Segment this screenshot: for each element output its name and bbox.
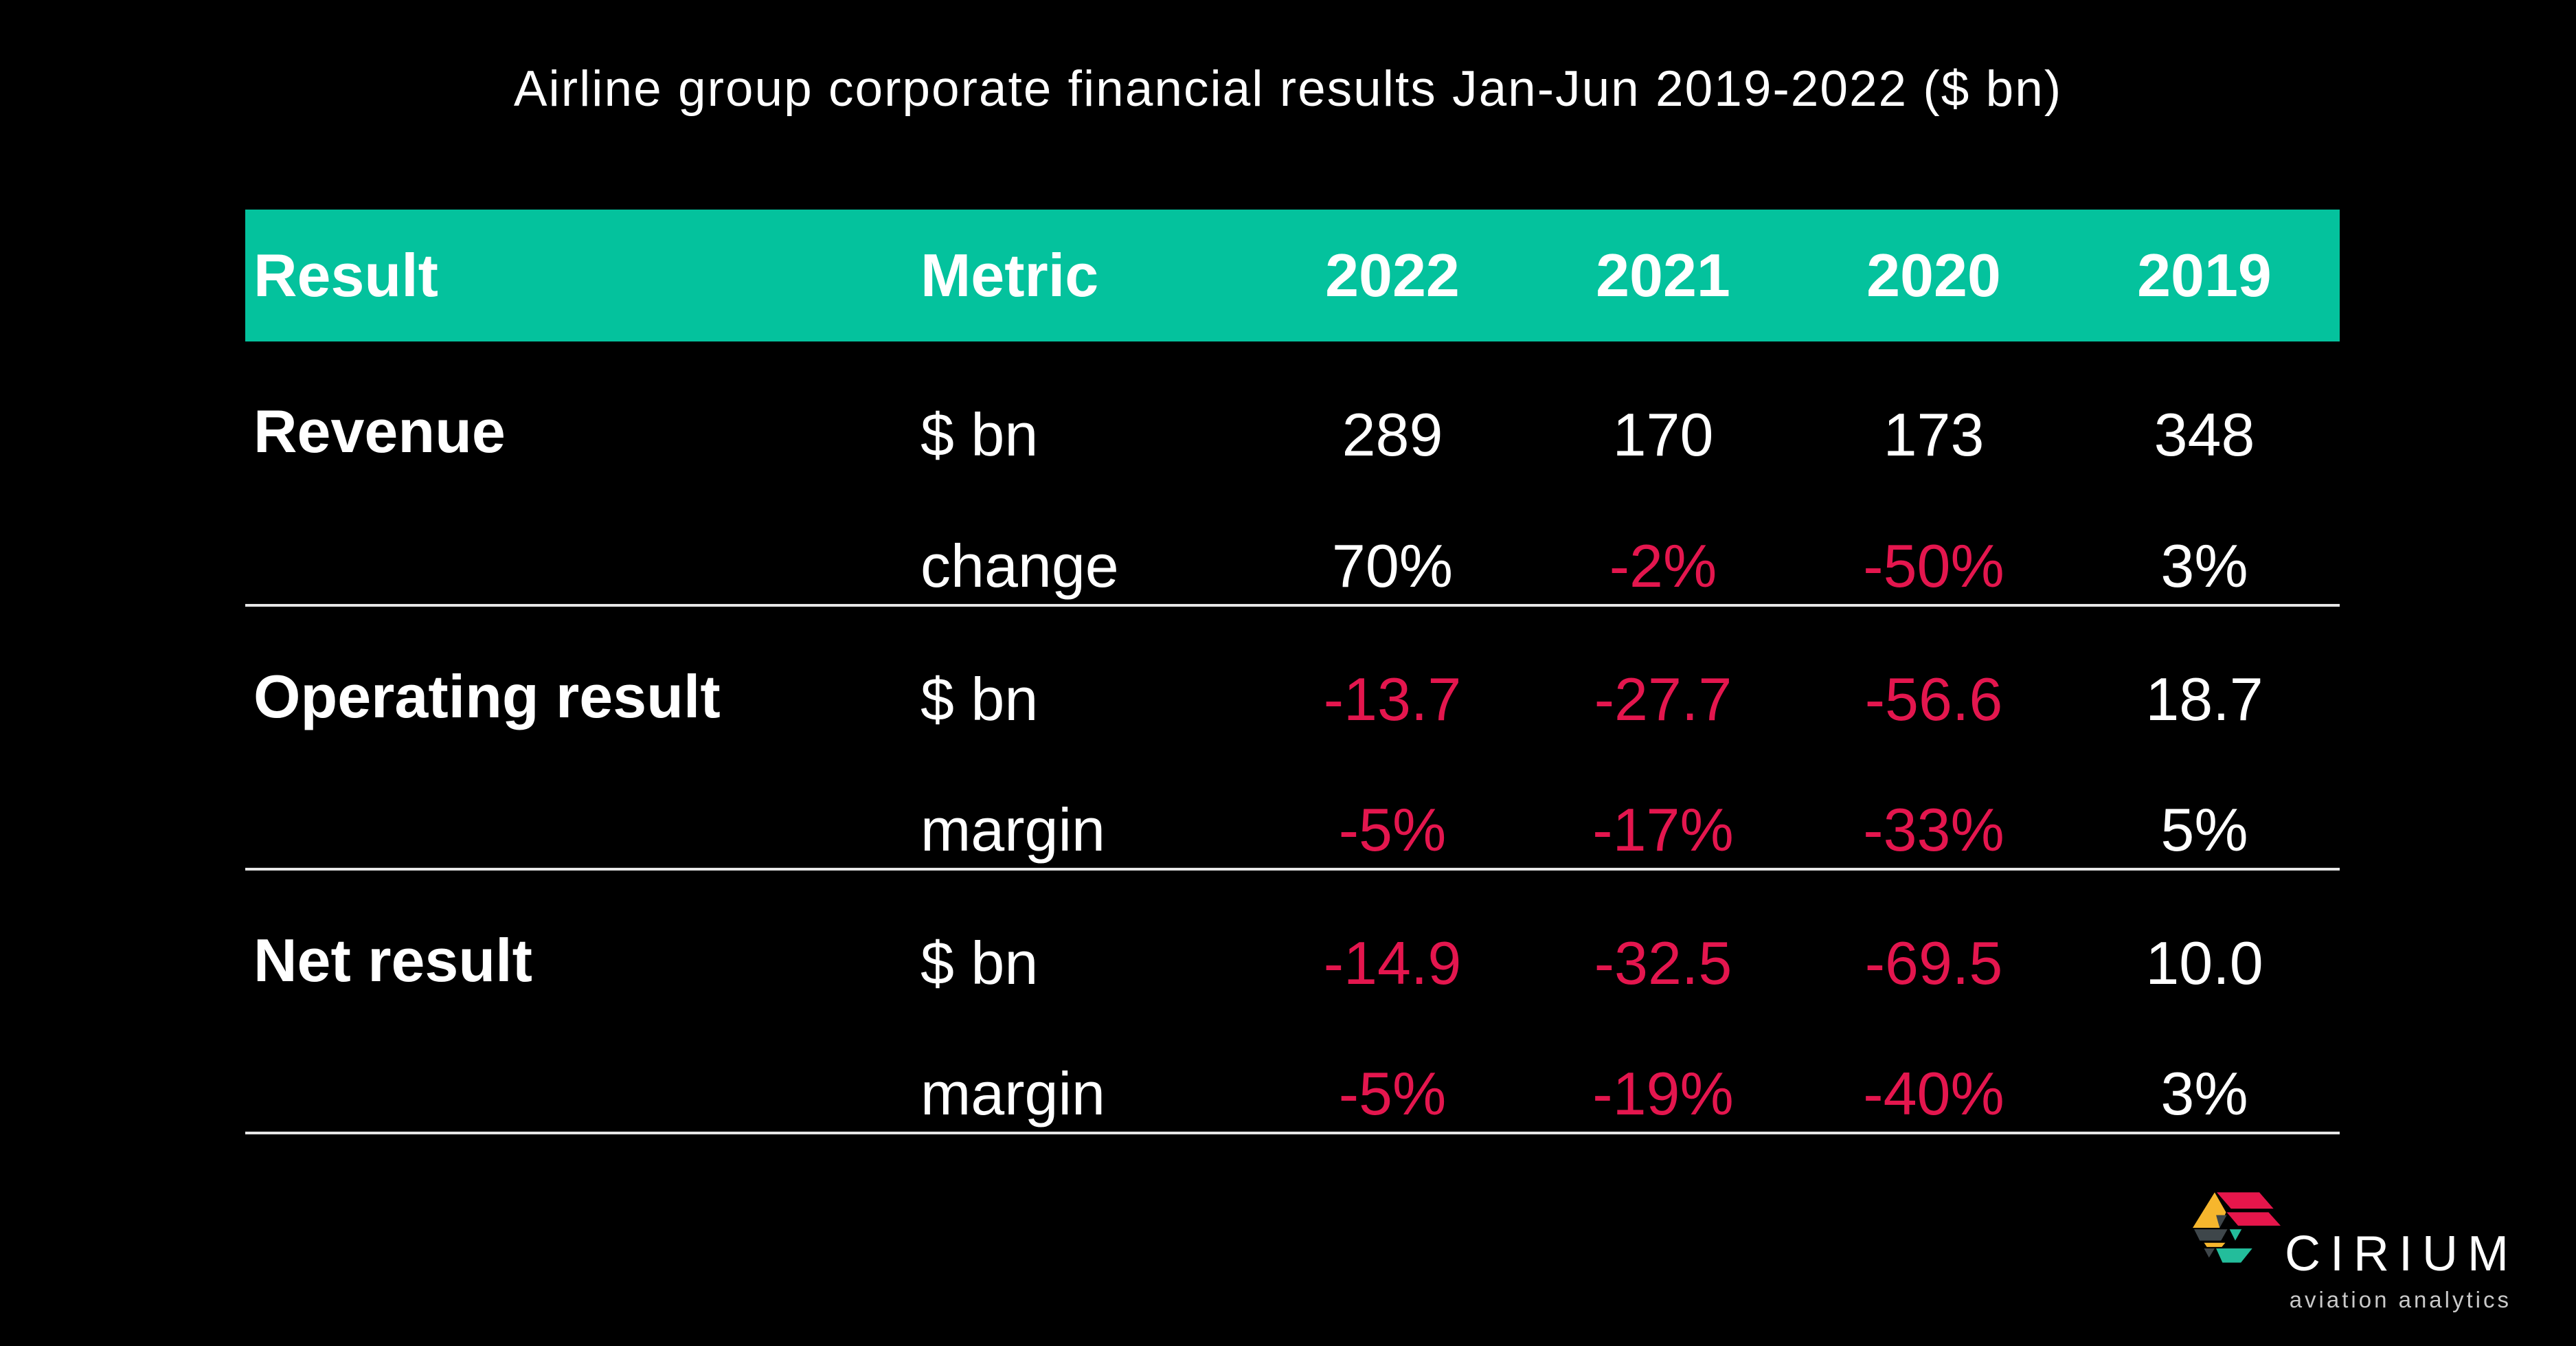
table-row-operating-margin: margin -5% -17% -33% 5% <box>245 737 2340 871</box>
header-2022: 2022 <box>1257 210 1528 341</box>
cirium-logo: CIRIUM aviation analytics <box>2193 1191 2509 1313</box>
header-2021: 2021 <box>1528 210 1798 341</box>
metric-label: $ bn <box>920 664 1039 733</box>
value-cell: 3% <box>2069 1001 2340 1134</box>
metric-label: change <box>915 473 1257 607</box>
header-2020: 2020 <box>1798 210 2069 341</box>
value-cell: 289 <box>1342 400 1443 469</box>
result-label-operating: Operating result <box>245 605 915 871</box>
table-row-revenue-change: change 70% -2% -50% 3% <box>245 473 2340 607</box>
value-cell: 173 <box>1883 400 1985 469</box>
cirium-wordmark: CIRIUM <box>2285 1226 2518 1281</box>
metric-label: $ bn <box>920 400 1039 469</box>
value-cell: -32.5 <box>1594 928 1732 997</box>
table-row-revenue-bn: Revenue $ bn 289 170 173 348 <box>245 341 2340 607</box>
value-cell: 348 <box>2154 400 2255 469</box>
value-cell: -50% <box>1798 473 2069 607</box>
value-cell: -40% <box>1798 1001 2069 1134</box>
value-cell: 170 <box>1612 400 1714 469</box>
value-cell: -14.9 <box>1323 928 1462 997</box>
metric-label: margin <box>915 737 1257 871</box>
value-cell: 70% <box>1257 473 1528 607</box>
cirium-tagline: aviation analytics <box>2289 1287 2511 1312</box>
value-cell: 3% <box>2069 473 2340 607</box>
value-cell: 18.7 <box>2145 664 2263 733</box>
table-row-net-bn: Net result $ bn -14.9 -32.5 -69.5 10.0 <box>245 869 2340 1134</box>
value-cell: -5% <box>1257 737 1528 871</box>
value-cell: -2% <box>1528 473 1798 607</box>
value-cell: -27.7 <box>1594 664 1732 733</box>
metric-label: $ bn <box>920 928 1039 997</box>
value-cell: -56.6 <box>1864 664 2003 733</box>
table-header-row: Result Metric 2022 2021 2020 2019 <box>245 210 2340 341</box>
page-title: Airline group corporate financial result… <box>513 61 2063 117</box>
table-row-net-margin: margin -5% -19% -40% 3% <box>245 1001 2340 1134</box>
financial-results-table: Result Metric 2022 2021 2020 2019 Revenu… <box>245 210 2340 1134</box>
cirium-logo-mark-icon <box>2193 1192 2281 1263</box>
value-cell: -19% <box>1528 1001 1798 1134</box>
header-2019: 2019 <box>2069 210 2340 341</box>
value-cell: -33% <box>1798 737 2069 871</box>
value-cell: -5% <box>1257 1001 1528 1134</box>
header-result: Result <box>245 210 915 341</box>
cirium-logo-text: CIRIUM aviation analytics <box>2285 1226 2511 1313</box>
table-row-operating-bn: Operating result $ bn -13.7 -27.7 -56.6 … <box>245 605 2340 871</box>
value-cell: -69.5 <box>1864 928 2003 997</box>
value-cell: 5% <box>2069 737 2340 871</box>
value-cell: -13.7 <box>1323 664 1462 733</box>
header-metric: Metric <box>915 210 1257 341</box>
result-label-net: Net result <box>245 869 915 1134</box>
metric-label: margin <box>915 1001 1257 1134</box>
value-cell: -17% <box>1528 737 1798 871</box>
result-label-revenue: Revenue <box>245 341 915 607</box>
value-cell: 10.0 <box>2145 928 2263 997</box>
